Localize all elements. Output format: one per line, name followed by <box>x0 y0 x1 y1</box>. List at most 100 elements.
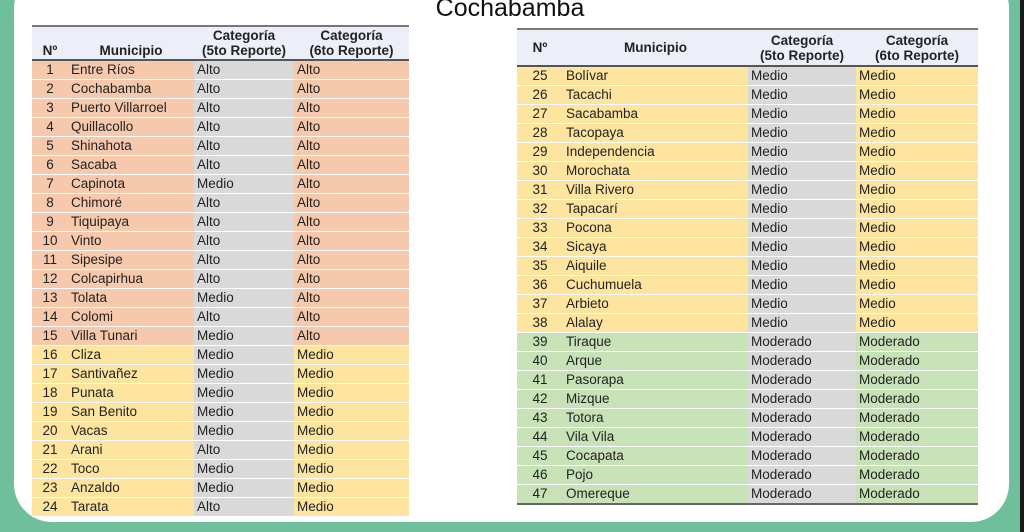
category-5-cell: Medio <box>748 85 856 105</box>
table-row: 33 Pocona Medio Medio <box>517 218 978 238</box>
row-number: 27 <box>517 104 563 124</box>
municipio-cell: Cliza <box>68 345 194 365</box>
row-number: 8 <box>32 193 68 213</box>
table-row: 15 Villa Tunari Medio Alto <box>32 326 409 346</box>
category-6-cell: Moderado <box>856 332 978 352</box>
category-6-cell: Alto <box>294 231 409 251</box>
row-number: 35 <box>517 256 563 276</box>
table-row: 24 Tarata Alto Medio <box>32 497 409 517</box>
category-6-cell: Alto <box>294 174 409 194</box>
row-number: 21 <box>32 440 68 460</box>
category-6-cell: Alto <box>294 250 409 270</box>
municipio-cell: Tacopaya <box>563 123 748 143</box>
category-6-cell: Medio <box>294 383 409 403</box>
category-5-cell: Medio <box>748 123 856 143</box>
category-5-cell: Medio <box>748 180 856 200</box>
category-6-cell: Medio <box>294 364 409 384</box>
category-5-cell: Alto <box>194 155 294 175</box>
category-6-cell: Medio <box>856 218 978 238</box>
municipio-cell: Cochabamba <box>68 79 194 99</box>
category-5-cell: Moderado <box>748 389 856 409</box>
row-number: 46 <box>517 465 563 485</box>
row-number: 7 <box>32 174 68 194</box>
row-number: 40 <box>517 351 563 371</box>
category-5-cell: Medio <box>748 218 856 238</box>
header-n: Nº <box>517 29 563 67</box>
municipio-cell: Sipesipe <box>68 250 194 270</box>
category-5-cell: Medio <box>194 402 294 422</box>
municipio-cell: Shinahota <box>68 136 194 156</box>
municipio-cell: Pocona <box>563 218 748 238</box>
category-6-cell: Alto <box>294 98 409 118</box>
row-number: 20 <box>32 421 68 441</box>
table-row: 46 Pojo Moderado Moderado <box>517 465 978 485</box>
category-6-cell: Moderado <box>856 484 978 505</box>
table-row: 26 Tacachi Medio Medio <box>517 85 978 105</box>
category-6-cell: Medio <box>856 161 978 181</box>
row-number: 9 <box>32 212 68 232</box>
category-5-cell: Medio <box>194 288 294 308</box>
row-number: 38 <box>517 313 563 333</box>
table-row: 36 Cuchumuela Medio Medio <box>517 275 978 295</box>
header-cat6-l2: (6to Reporte) <box>875 47 959 63</box>
table-row: 1 Entre Ríos Alto Alto <box>32 60 409 80</box>
row-number: 23 <box>32 478 68 498</box>
municipio-cell: San Benito <box>68 402 194 422</box>
row-number: 41 <box>517 370 563 390</box>
table-row: 32 Tapacarí Medio Medio <box>517 199 978 219</box>
municipio-cell: Tiraque <box>563 332 748 352</box>
category-6-cell: Alto <box>294 212 409 232</box>
category-5-cell: Moderado <box>748 484 856 505</box>
municipio-cell: Aiquile <box>563 256 748 276</box>
row-number: 36 <box>517 275 563 295</box>
table-row: 35 Aiquile Medio Medio <box>517 256 978 276</box>
table-row: 11 Sipesipe Alto Alto <box>32 250 409 270</box>
page-title: Cochabamba <box>435 0 585 22</box>
category-5-cell: Moderado <box>748 427 856 447</box>
municipio-cell: Sacabamba <box>563 104 748 124</box>
header-cat5: Categoría (5to Reporte) <box>194 26 294 61</box>
table-row: 28 Tacopaya Medio Medio <box>517 123 978 143</box>
category-6-cell: Alto <box>294 193 409 213</box>
table-row: 42 Mizque Moderado Moderado <box>517 389 978 409</box>
table-row: 20 Vacas Medio Medio <box>32 421 409 441</box>
category-5-cell: Medio <box>194 174 294 194</box>
municipio-cell: Vinto <box>68 231 194 251</box>
municipio-cell: Tacachi <box>563 85 748 105</box>
table-row: 34 Sicaya Medio Medio <box>517 237 978 257</box>
category-5-cell: Alto <box>194 193 294 213</box>
category-5-cell: Moderado <box>748 332 856 352</box>
table-row: 10 Vinto Alto Alto <box>32 231 409 251</box>
category-5-cell: Medio <box>194 459 294 479</box>
table-row: 17 Santivañez Medio Medio <box>32 364 409 384</box>
category-6-cell: Moderado <box>856 370 978 390</box>
category-6-cell: Alto <box>294 60 409 80</box>
category-6-cell: Alto <box>294 288 409 308</box>
header-cat6: Categoría (6to Reporte) <box>856 29 978 67</box>
municipio-cell: Omereque <box>563 484 748 505</box>
municipio-cell: Pasorapa <box>563 370 748 390</box>
table-row: 43 Totora Moderado Moderado <box>517 408 978 428</box>
table-row: 40 Arque Moderado Moderado <box>517 351 978 371</box>
table-row: 30 Morochata Medio Medio <box>517 161 978 181</box>
row-number: 5 <box>32 136 68 156</box>
table-row: 13 Tolata Medio Alto <box>32 288 409 308</box>
municipio-cell: Bolívar <box>563 66 748 86</box>
header-cat5-l2: (5to Reporte) <box>760 47 844 63</box>
municipio-cell: Colcapirhua <box>68 269 194 289</box>
row-number: 34 <box>517 237 563 257</box>
table-row: 41 Pasorapa Moderado Moderado <box>517 370 978 390</box>
header-municipio: Municipio <box>68 26 194 61</box>
row-number: 26 <box>517 85 563 105</box>
row-number: 24 <box>32 497 68 517</box>
category-6-cell: Alto <box>294 307 409 327</box>
category-6-cell: Alto <box>294 155 409 175</box>
category-5-cell: Alto <box>194 136 294 156</box>
category-5-cell: Medio <box>194 345 294 365</box>
header-municipio: Municipio <box>563 29 748 67</box>
category-6-cell: Alto <box>294 136 409 156</box>
municipio-cell: Punata <box>68 383 194 403</box>
category-6-cell: Moderado <box>856 389 978 409</box>
table-row: 14 Colomi Alto Alto <box>32 307 409 327</box>
